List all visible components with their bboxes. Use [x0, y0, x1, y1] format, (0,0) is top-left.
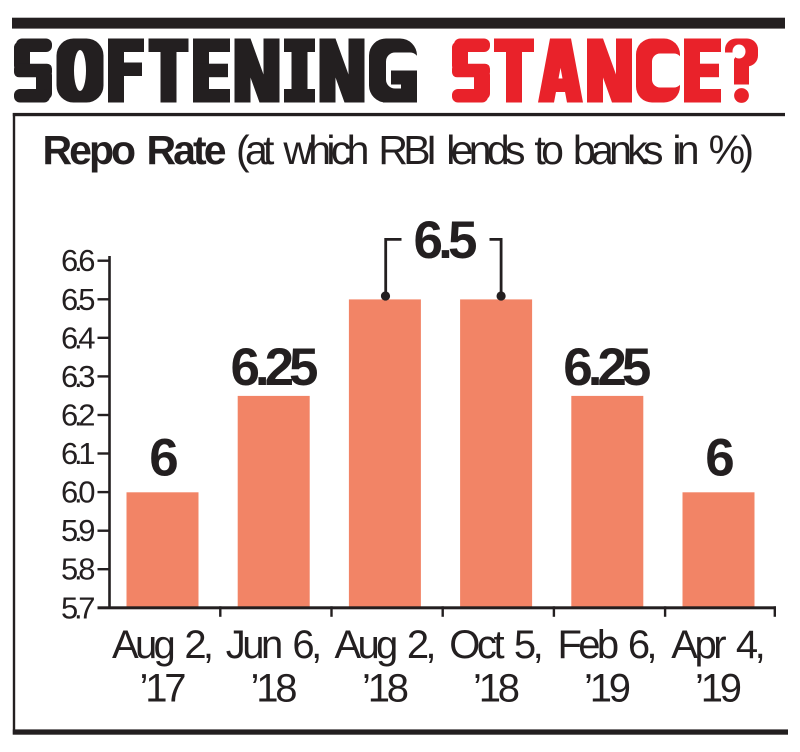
- svg-text:(at which RBI lends to banks i: (at which RBI lends to banks in %): [236, 127, 754, 173]
- svg-text:Aug 2,: Aug 2,: [335, 623, 437, 667]
- svg-text:Jun 6,: Jun 6,: [226, 623, 323, 667]
- svg-text:Apr 4,: Apr 4,: [671, 623, 766, 667]
- svg-text:’18: ’18: [251, 667, 298, 711]
- svg-text:6: 6: [149, 429, 178, 488]
- svg-text:’18: ’18: [473, 667, 520, 711]
- svg-text:’17: ’17: [140, 667, 187, 711]
- svg-text:Aug 2,: Aug 2,: [112, 623, 214, 667]
- svg-text:6.25: 6.25: [231, 338, 319, 397]
- svg-text:6.6: 6.6: [61, 243, 96, 278]
- svg-text:6: 6: [705, 429, 734, 488]
- svg-text:5.9: 5.9: [61, 513, 96, 548]
- svg-text:6.25: 6.25: [563, 338, 651, 397]
- svg-text:6.1: 6.1: [61, 436, 96, 471]
- svg-text:6.4: 6.4: [61, 320, 96, 355]
- svg-text:6.3: 6.3: [61, 359, 96, 394]
- svg-text:Oct 5,: Oct 5,: [449, 623, 544, 667]
- svg-text:’19: ’19: [695, 667, 742, 711]
- svg-text:Repo Rate: Repo Rate: [43, 127, 227, 173]
- svg-text:’19: ’19: [584, 667, 631, 711]
- svg-text:Feb 6,: Feb 6,: [558, 623, 658, 667]
- svg-text:5.8: 5.8: [61, 552, 96, 587]
- svg-text:6.2: 6.2: [61, 398, 96, 433]
- svg-text:6.5: 6.5: [61, 282, 96, 317]
- svg-text:’18: ’18: [362, 667, 409, 711]
- svg-text:6.0: 6.0: [61, 475, 96, 510]
- svg-text:5.7: 5.7: [61, 590, 96, 625]
- svg-text:6.5: 6.5: [414, 211, 478, 270]
